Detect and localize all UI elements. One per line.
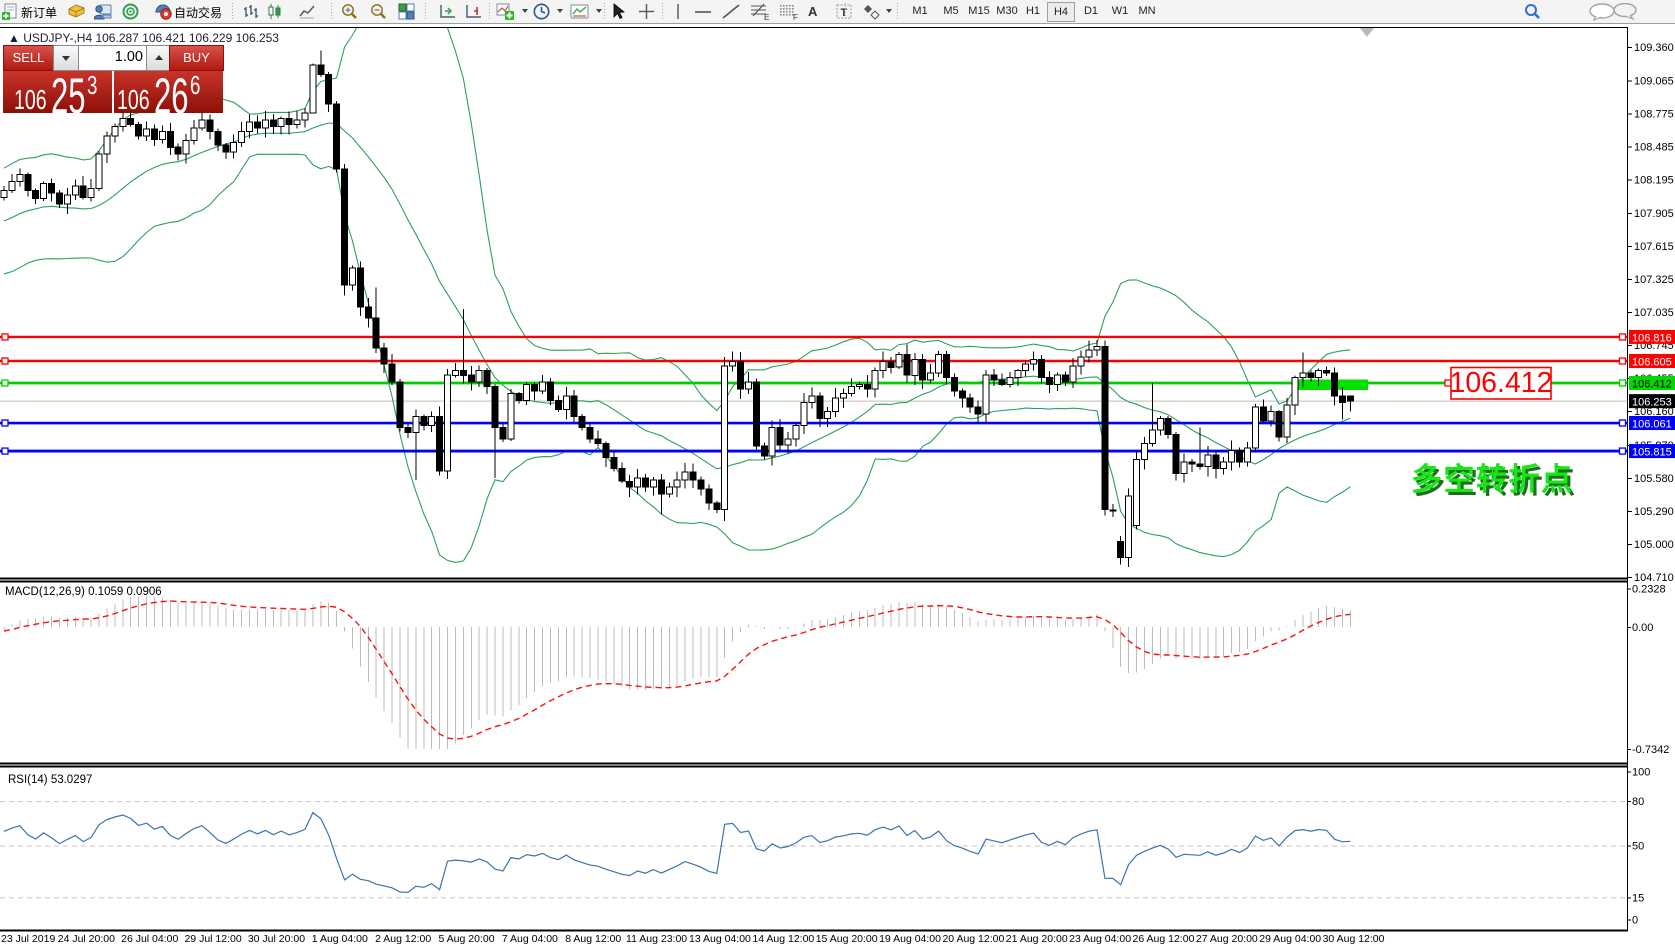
svg-text:15: 15 bbox=[1632, 892, 1644, 904]
svg-text:26 Aug 12:00: 26 Aug 12:00 bbox=[1133, 933, 1195, 945]
svg-text:105.290: 105.290 bbox=[1634, 506, 1674, 518]
svg-text:106.605: 106.605 bbox=[1632, 356, 1672, 368]
svg-text:106.253: 106.253 bbox=[1632, 397, 1672, 409]
svg-text:7 Aug 04:00: 7 Aug 04:00 bbox=[502, 933, 558, 945]
svg-text:24 Jul 20:00: 24 Jul 20:00 bbox=[58, 933, 115, 945]
svg-text:107.325: 107.325 bbox=[1634, 274, 1674, 286]
svg-text:MACD(12,26,9) 0.1059 0.0906: MACD(12,26,9) 0.1059 0.0906 bbox=[5, 586, 162, 598]
svg-text:108.775: 108.775 bbox=[1634, 109, 1674, 121]
svg-text:109.360: 109.360 bbox=[1634, 42, 1674, 54]
svg-text:15 Aug 20:00: 15 Aug 20:00 bbox=[816, 933, 878, 945]
svg-text:14 Aug 12:00: 14 Aug 12:00 bbox=[752, 933, 814, 945]
svg-text:8 Aug 12:00: 8 Aug 12:00 bbox=[565, 933, 621, 945]
svg-text:▲ USDJPY-,H4 106.287 106.421: ▲ USDJPY-,H4 106.287 106.421 106.229 106… bbox=[8, 31, 279, 45]
svg-text:20 Aug 12:00: 20 Aug 12:00 bbox=[942, 933, 1004, 945]
svg-text:0.2328: 0.2328 bbox=[1632, 583, 1666, 595]
svg-text:50: 50 bbox=[1632, 841, 1644, 853]
svg-text:11 Aug 23:00: 11 Aug 23:00 bbox=[626, 933, 687, 945]
svg-text:30 Aug 12:00: 30 Aug 12:00 bbox=[1323, 933, 1385, 945]
svg-text:2 Aug 12:00: 2 Aug 12:00 bbox=[375, 933, 431, 945]
svg-text:0.00: 0.00 bbox=[1632, 622, 1653, 634]
svg-text:100: 100 bbox=[1632, 767, 1650, 779]
svg-text:21 Aug 20:00: 21 Aug 20:00 bbox=[1006, 933, 1068, 945]
svg-text:30 Jul 20:00: 30 Jul 20:00 bbox=[248, 933, 305, 945]
svg-text:108.485: 108.485 bbox=[1634, 142, 1674, 154]
svg-text:0: 0 bbox=[1632, 915, 1638, 927]
svg-text:106.412: 106.412 bbox=[1449, 367, 1552, 399]
svg-text:5 Aug 20:00: 5 Aug 20:00 bbox=[438, 933, 494, 945]
svg-text:RSI(14) 53.0297: RSI(14) 53.0297 bbox=[8, 774, 92, 786]
svg-text:106.816: 106.816 bbox=[1632, 332, 1672, 344]
svg-text:107.905: 107.905 bbox=[1634, 208, 1674, 220]
svg-text:29 Aug 04:00: 29 Aug 04:00 bbox=[1259, 933, 1321, 945]
svg-text:13 Aug 04:00: 13 Aug 04:00 bbox=[689, 933, 751, 945]
svg-text:107.615: 107.615 bbox=[1634, 241, 1674, 253]
svg-text:105.580: 105.580 bbox=[1634, 473, 1674, 485]
svg-text:108.195: 108.195 bbox=[1634, 175, 1674, 187]
svg-text:19 Aug 04:00: 19 Aug 04:00 bbox=[879, 933, 941, 945]
svg-text:109.065: 109.065 bbox=[1634, 76, 1674, 88]
svg-text:106.412: 106.412 bbox=[1632, 379, 1672, 391]
svg-text:1 Aug 04:00: 1 Aug 04:00 bbox=[312, 933, 368, 945]
svg-text:多空转折点: 多空转折点 bbox=[1411, 462, 1574, 497]
svg-text:多空转折点: 多空转折点 bbox=[1414, 465, 1577, 500]
svg-text:F: F bbox=[793, 13, 798, 21]
svg-text:23 Aug 04:00: 23 Aug 04:00 bbox=[1069, 933, 1131, 945]
svg-text:80: 80 bbox=[1632, 796, 1644, 808]
svg-text:-0.7342: -0.7342 bbox=[1632, 744, 1669, 756]
svg-text:T: T bbox=[841, 7, 848, 19]
svg-text:23 Jul 2019: 23 Jul 2019 bbox=[1, 933, 55, 945]
svg-text:104.710: 104.710 bbox=[1634, 572, 1674, 584]
svg-text:29 Jul 12:00: 29 Jul 12:00 bbox=[184, 933, 241, 945]
svg-text:106.061: 106.061 bbox=[1632, 419, 1672, 431]
svg-text:27 Aug 20:00: 27 Aug 20:00 bbox=[1196, 933, 1258, 945]
svg-text:105.000: 105.000 bbox=[1634, 539, 1674, 551]
svg-text:26 Jul 04:00: 26 Jul 04:00 bbox=[121, 933, 178, 945]
svg-text:107.035: 107.035 bbox=[1634, 307, 1674, 319]
svg-text:106.160: 106.160 bbox=[1634, 406, 1674, 418]
svg-text:E: E bbox=[764, 13, 769, 21]
svg-text:105.815: 105.815 bbox=[1632, 447, 1672, 459]
